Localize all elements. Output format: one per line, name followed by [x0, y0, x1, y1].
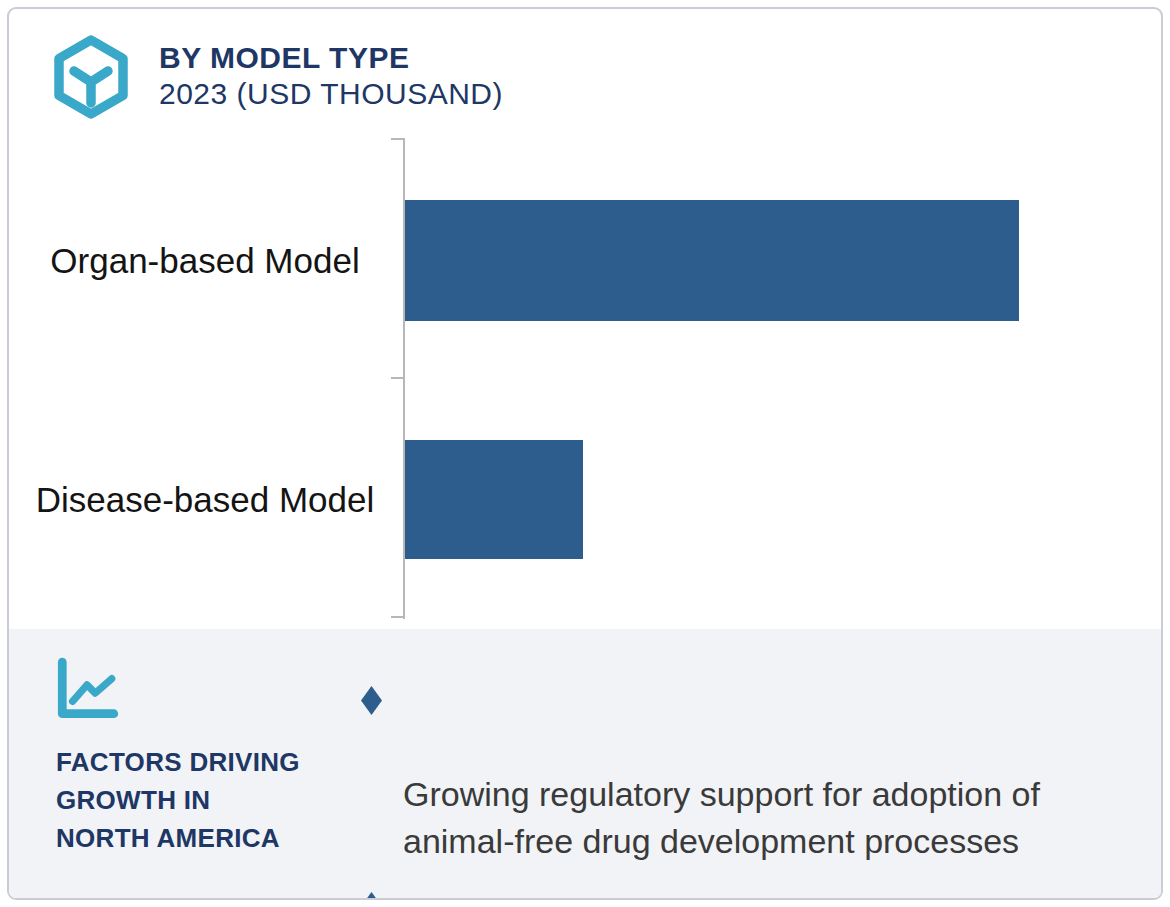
- bullet-item: Presence of key market players: [361, 883, 1131, 900]
- category-label: Organ-based Model: [50, 241, 359, 281]
- axis-tick: [391, 616, 405, 618]
- factors-panel: FACTORS DRIVING GROWTH IN NORTH AMERICA …: [9, 629, 1161, 898]
- bullet-list: Growing regulatory support for adoption …: [361, 677, 1131, 900]
- line-chart-icon: [53, 655, 121, 723]
- bar-chart: Organ-based Model Disease-based Model: [9, 9, 1161, 629]
- bar-organ-based-model: [405, 200, 1019, 321]
- bullet-text: Growing regulatory support for adoption …: [403, 775, 1040, 860]
- category-label: Disease-based Model: [36, 480, 375, 520]
- category-label-band: Disease-based Model: [9, 440, 401, 559]
- axis-tick: [391, 377, 405, 379]
- diamond-bullet-icon: [361, 892, 382, 900]
- factors-title: FACTORS DRIVING GROWTH IN NORTH AMERICA: [56, 743, 300, 857]
- axis-tick: [391, 138, 405, 140]
- bar-disease-based-model: [405, 440, 583, 559]
- bullet-item: Growing regulatory support for adoption …: [361, 677, 1131, 865]
- category-label-band: Organ-based Model: [9, 200, 401, 321]
- chart-card: BY MODEL TYPE 2023 (USD THOUSAND) Organ-…: [7, 7, 1163, 900]
- diamond-bullet-icon: [361, 686, 382, 715]
